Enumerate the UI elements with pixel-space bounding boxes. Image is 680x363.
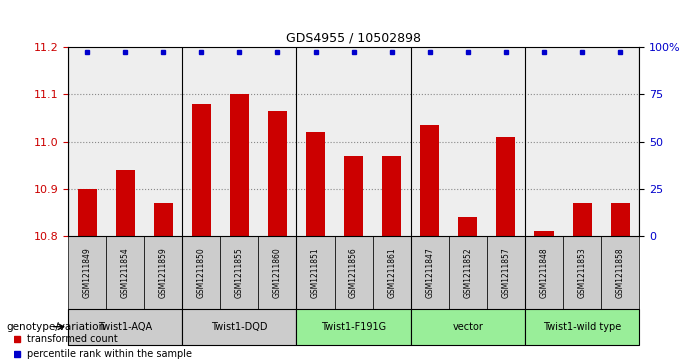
Bar: [116, 170, 135, 236]
Bar: [411, 236, 449, 309]
Bar: [573, 203, 592, 236]
Text: GSM1211851: GSM1211851: [311, 247, 320, 298]
Bar: [611, 203, 630, 236]
Text: GSM1211856: GSM1211856: [349, 247, 358, 298]
Bar: [154, 203, 173, 236]
Bar: [268, 111, 287, 236]
Bar: [144, 236, 182, 309]
Bar: [106, 236, 144, 309]
Text: GSM1211858: GSM1211858: [615, 247, 625, 298]
Bar: [258, 236, 296, 309]
Text: Twist1-F191G: Twist1-F191G: [321, 322, 386, 332]
Bar: [373, 236, 411, 309]
Bar: [68, 309, 182, 345]
Text: GSM1211854: GSM1211854: [120, 247, 130, 298]
Title: GDS4955 / 10502898: GDS4955 / 10502898: [286, 32, 421, 45]
Text: GSM1211860: GSM1211860: [273, 247, 282, 298]
Text: GSM1211861: GSM1211861: [387, 247, 396, 298]
Bar: [487, 236, 525, 309]
Text: genotype/variation: genotype/variation: [7, 322, 106, 332]
Bar: [220, 236, 258, 309]
Text: GSM1211853: GSM1211853: [577, 247, 587, 298]
Bar: [68, 236, 106, 309]
Text: percentile rank within the sample: percentile rank within the sample: [27, 348, 192, 359]
Bar: [306, 132, 325, 236]
Bar: [525, 309, 639, 345]
Text: Twist1-wild type: Twist1-wild type: [543, 322, 622, 332]
Text: Twist1-AQA: Twist1-AQA: [98, 322, 152, 332]
Text: GSM1211849: GSM1211849: [82, 247, 92, 298]
Bar: [182, 309, 296, 345]
Bar: [230, 94, 249, 236]
Bar: [344, 156, 363, 236]
Text: GSM1211850: GSM1211850: [197, 247, 206, 298]
Bar: [601, 236, 639, 309]
Bar: [525, 236, 563, 309]
Bar: [335, 236, 373, 309]
Bar: [182, 236, 220, 309]
Bar: [449, 236, 487, 309]
Text: transformed count: transformed count: [27, 334, 118, 344]
Text: vector: vector: [452, 322, 483, 332]
Bar: [78, 189, 97, 236]
Bar: [411, 309, 525, 345]
Bar: [296, 309, 411, 345]
Bar: [192, 104, 211, 236]
Text: GSM1211848: GSM1211848: [539, 247, 549, 298]
Text: GSM1211859: GSM1211859: [158, 247, 168, 298]
Bar: [296, 236, 335, 309]
Text: Twist1-DQD: Twist1-DQD: [211, 322, 268, 332]
Bar: [563, 236, 601, 309]
Text: GSM1211855: GSM1211855: [235, 247, 244, 298]
Bar: [382, 156, 401, 236]
Bar: [496, 137, 515, 236]
Text: GSM1211847: GSM1211847: [425, 247, 435, 298]
Bar: [458, 217, 477, 236]
Text: GSM1211857: GSM1211857: [501, 247, 511, 298]
Bar: [534, 231, 554, 236]
Bar: [420, 125, 439, 236]
Text: GSM1211852: GSM1211852: [463, 247, 473, 298]
